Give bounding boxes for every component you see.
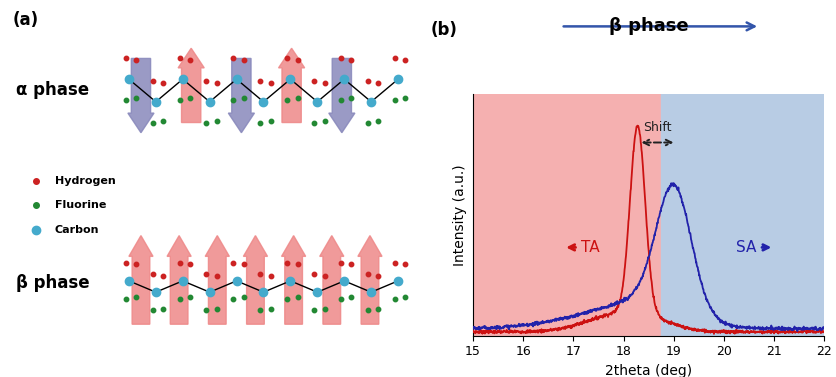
Text: Hydrogen: Hydrogen [54, 176, 115, 186]
Text: TA: TA [580, 240, 599, 255]
FancyArrow shape [205, 236, 229, 324]
FancyArrow shape [278, 48, 304, 123]
Bar [472, 94, 660, 336]
FancyArrow shape [167, 236, 191, 324]
Text: SA: SA [736, 240, 756, 255]
Text: (b): (b) [431, 21, 457, 39]
FancyArrow shape [243, 236, 268, 324]
X-axis label: 2theta (deg): 2theta (deg) [604, 364, 691, 377]
FancyArrow shape [319, 236, 344, 324]
FancyArrow shape [128, 58, 154, 133]
FancyArrow shape [329, 58, 354, 133]
Text: Fluorine: Fluorine [54, 201, 106, 210]
Text: Carbon: Carbon [54, 225, 99, 235]
FancyArrow shape [281, 236, 305, 324]
Y-axis label: Intensity (a.u.): Intensity (a.u.) [453, 164, 466, 266]
Text: α phase: α phase [17, 81, 89, 100]
FancyArrow shape [178, 48, 204, 123]
FancyArrow shape [129, 236, 153, 324]
FancyArrow shape [228, 58, 254, 133]
Bar [660, 94, 823, 336]
Text: β phase: β phase [17, 274, 90, 292]
Text: β phase: β phase [608, 17, 688, 35]
FancyArrow shape [358, 236, 381, 324]
Text: (a): (a) [13, 11, 38, 29]
Text: Shift: Shift [642, 121, 671, 134]
